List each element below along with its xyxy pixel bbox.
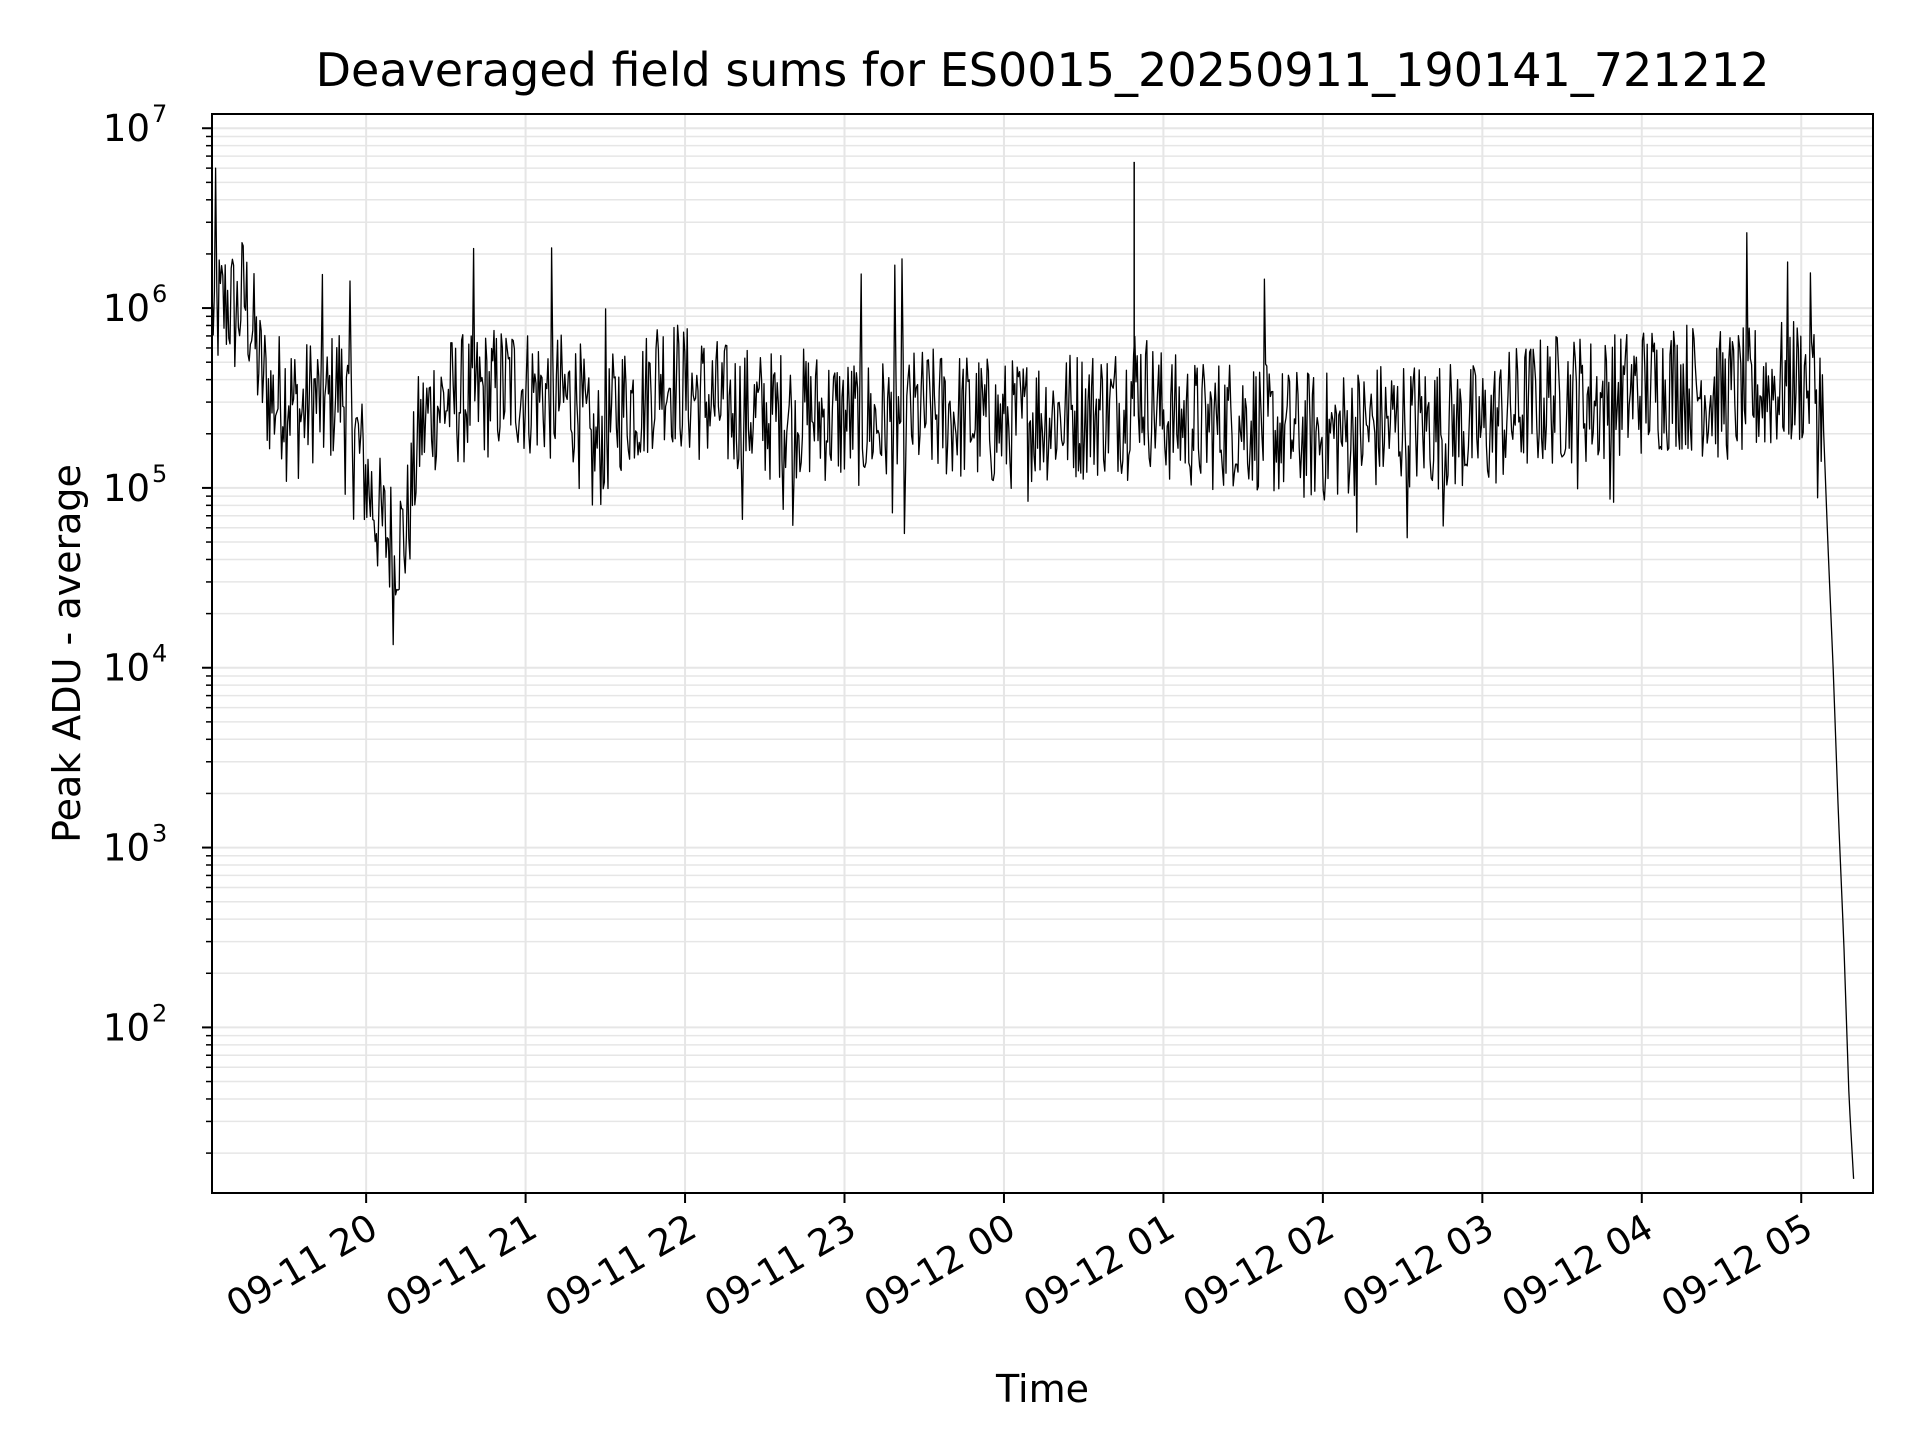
y-tick-exponent: 5 — [152, 460, 167, 488]
y-tick-label: 10 — [103, 467, 150, 510]
y-tick-exponent: 2 — [152, 999, 167, 1027]
y-tick-label: 10 — [103, 827, 150, 870]
y-tick-label: 10 — [103, 287, 150, 330]
x-axis-label: Time — [995, 1367, 1089, 1411]
y-tick-exponent: 7 — [152, 100, 167, 128]
plot-frame — [211, 113, 1874, 1194]
y-tick-label: 10 — [103, 647, 150, 690]
grid-layer — [212, 114, 1873, 1193]
y-tick-exponent: 4 — [152, 640, 167, 668]
series-line — [211, 167, 1855, 1179]
y-axis-label: Peak ADU - average — [45, 464, 89, 843]
series-layer — [211, 161, 1855, 1179]
y-tick-exponent: 6 — [152, 280, 167, 308]
y-tick-label: 10 — [103, 1006, 150, 1049]
chart-title: Deaveraged field sums for ES0015_2025091… — [316, 43, 1770, 97]
y-tick-label: 10 — [103, 107, 150, 150]
y-tick-exponent: 3 — [152, 820, 167, 848]
